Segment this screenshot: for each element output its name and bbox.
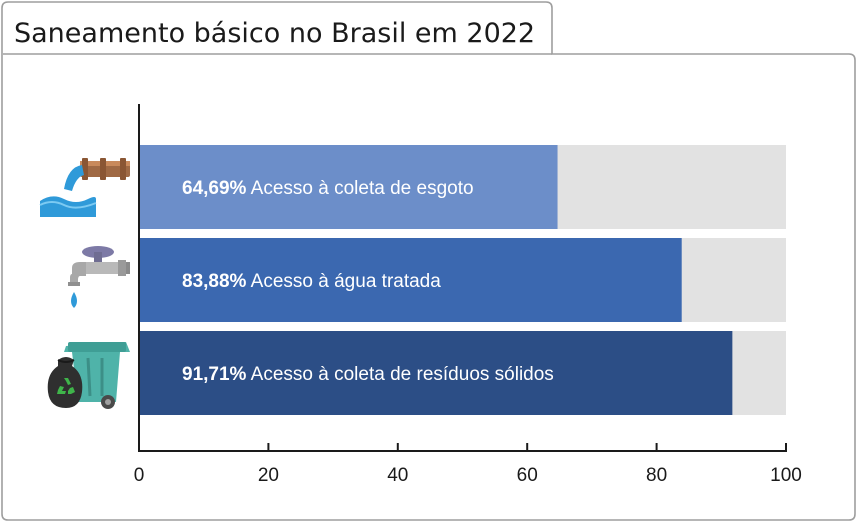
bar-label: 83,88% Acesso à água tratada xyxy=(182,271,441,292)
bar xyxy=(139,331,733,415)
bar xyxy=(139,145,558,229)
bar-category-label: Acesso à coleta de resíduos sólidos xyxy=(246,364,553,385)
bar-category-label: Acesso à água tratada xyxy=(246,271,441,292)
sewage-pipe-icon xyxy=(39,158,130,217)
x-tick-label: 0 xyxy=(134,465,145,486)
bar-category-label: Acesso à coleta de esgoto xyxy=(246,178,473,199)
chart-title: Saneamento básico no Brasil em 2022 xyxy=(14,18,535,49)
recycling-bin-icon xyxy=(47,342,130,409)
water-faucet-icon xyxy=(68,246,130,308)
bar-value-label: 91,71% xyxy=(182,364,247,385)
x-tick-label: 20 xyxy=(258,465,279,486)
x-tick-label: 80 xyxy=(646,465,667,486)
x-tick-label: 100 xyxy=(770,465,802,486)
bar xyxy=(139,238,682,322)
x-tick-label: 40 xyxy=(387,465,408,486)
bar-label: 64,69% Acesso à coleta de esgoto xyxy=(182,178,474,199)
bar-value-label: 83,88% xyxy=(182,271,247,292)
bar-value-label: 64,69% xyxy=(182,178,247,199)
bar-label: 91,71% Acesso à coleta de resíduos sólid… xyxy=(182,364,554,385)
x-tick-label: 60 xyxy=(517,465,538,486)
